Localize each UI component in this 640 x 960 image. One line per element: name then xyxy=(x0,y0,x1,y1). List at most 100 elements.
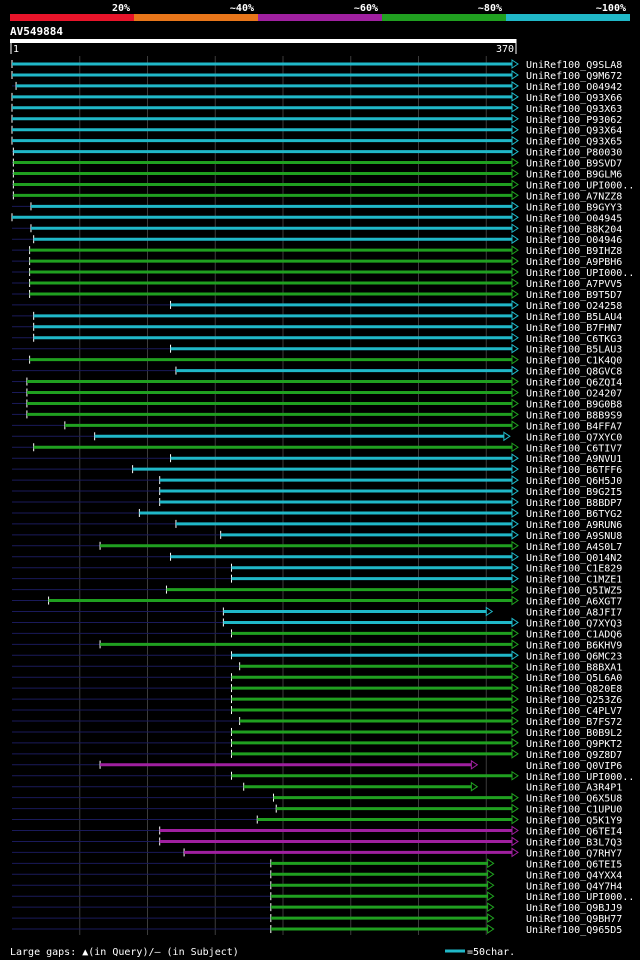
hit-label: UniRef100_C1UPU0 xyxy=(526,805,622,816)
hit-label: UniRef100_B9G0B8 xyxy=(526,399,622,410)
hit-label: UniRef100_B9GYY3 xyxy=(526,202,622,213)
hit-row: UniRef100_B6TFF6 xyxy=(12,464,622,476)
hit-label: UniRef100_Q820E8 xyxy=(526,684,622,695)
hit-label: UniRef100_Q6TEI5 xyxy=(526,859,622,870)
hit-row: UniRef100_P80030 xyxy=(12,146,622,159)
hit-row: UniRef100_B9T5D7 xyxy=(12,289,622,301)
hit-arrow xyxy=(511,639,519,650)
hit-row: UniRef100_Q8GVC8 xyxy=(12,365,622,378)
hit-row: UniRef100_B9G0B8 xyxy=(12,398,622,410)
hit-arrow xyxy=(511,420,519,431)
hit-row: UniRef100_Q7XYQ3 xyxy=(12,617,622,629)
hit-row: UniRef100_A9PBH6 xyxy=(12,256,622,268)
hit-arrow xyxy=(511,453,519,464)
hit-label: UniRef100_Q6H5J0 xyxy=(526,476,622,487)
hit-row: UniRef100_Q4Y7H4 xyxy=(12,880,622,892)
hit-label: UniRef100_A6XGT7 xyxy=(526,597,622,608)
hit-row: UniRef100_O24258 xyxy=(12,299,622,312)
hit-label: UniRef100_B8BDP7 xyxy=(526,498,622,509)
hit-arrow xyxy=(511,102,519,113)
hit-arrow xyxy=(511,814,519,825)
hit-row: UniRef100_B9IHZ8 xyxy=(12,245,622,257)
hit-arrow xyxy=(511,409,519,420)
hit-label: UniRef100_Q9BJJ9 xyxy=(526,903,622,914)
hit-arrow xyxy=(511,299,519,310)
scale-segment-3 xyxy=(258,14,382,21)
hit-label: UniRef100_A9PBH6 xyxy=(526,257,622,268)
hit-row: UniRef100_Q93X66 xyxy=(11,91,622,104)
hit-label: UniRef100_Q8GVC8 xyxy=(526,367,622,378)
hit-arrow xyxy=(511,212,519,223)
hit-arrow xyxy=(511,223,519,234)
hit-row: UniRef100_B6TYG2 xyxy=(12,508,622,520)
hit-row: UniRef100_Q253Z6 xyxy=(12,694,622,706)
hit-arrow xyxy=(511,201,519,212)
hit-arrow xyxy=(487,858,495,869)
hit-arrow xyxy=(511,398,519,409)
hit-arrow xyxy=(485,606,494,617)
hit-arrow xyxy=(511,321,519,332)
hit-label: UniRef100_Q9Z8D7 xyxy=(526,750,622,761)
hit-arrow xyxy=(487,880,495,891)
scale-segment-1 xyxy=(10,14,134,21)
hit-label: UniRef100_B9SVD7 xyxy=(526,159,622,170)
hit-row: UniRef100_A6XGT7 xyxy=(12,595,622,608)
hit-row: UniRef100_Q6H5J0 xyxy=(12,475,622,487)
hit-label: UniRef100_UPI000.. xyxy=(526,268,634,279)
hit-arrow xyxy=(511,737,519,748)
hit-arrow xyxy=(470,781,479,792)
hit-row: UniRef100_C6TKG3 xyxy=(12,332,622,345)
hit-row: UniRef100_Q7RHY7 xyxy=(12,847,622,859)
hit-label: UniRef100_B7FHN7 xyxy=(526,323,622,334)
hit-arrow xyxy=(511,705,519,715)
hit-row: UniRef100_Q014N2 xyxy=(12,551,622,564)
hit-row: UniRef100_B9GYY3 xyxy=(12,201,622,213)
hit-label: UniRef100_B4FFA7 xyxy=(526,421,622,432)
hit-row: UniRef100_B8K204 xyxy=(12,223,622,235)
hit-label: UniRef100_B8K204 xyxy=(526,224,622,235)
hit-arrow xyxy=(511,442,519,453)
hit-arrow xyxy=(511,847,519,858)
hit-label: UniRef100_P93062 xyxy=(526,115,622,126)
hit-arrow xyxy=(511,113,519,124)
hit-arrow xyxy=(511,245,519,256)
hit-row: UniRef100_Q5K1Y9 xyxy=(12,814,622,827)
hit-arrow xyxy=(511,486,519,496)
hit-label: UniRef100_A4S0L7 xyxy=(526,542,622,553)
hit-row: UniRef100_Q820E8 xyxy=(12,683,622,695)
hit-arrow xyxy=(487,902,495,913)
hit-label: UniRef100_A7PVV5 xyxy=(526,279,622,290)
hit-arrow xyxy=(511,168,519,179)
hit-label: UniRef100_C4PLV7 xyxy=(526,706,622,717)
hit-label: UniRef100_B9GLM6 xyxy=(526,170,622,181)
hit-row: UniRef100_Q9BH77 xyxy=(12,913,622,925)
hit-label: UniRef100_Q93X64 xyxy=(526,126,622,137)
hit-row: UniRef100_Q9BJJ9 xyxy=(12,902,622,914)
hit-row: UniRef100_Q6X5U8 xyxy=(12,792,622,805)
hit-label: UniRef100_Q965D5 xyxy=(526,925,622,936)
legend: Large gaps: ▲(in Query)/– (in Subject) =… xyxy=(10,947,515,958)
hit-arrow xyxy=(511,508,519,518)
hit-label: UniRef100_B3L7Q3 xyxy=(526,837,622,848)
hit-label: UniRef100_C1ADQ6 xyxy=(526,629,622,640)
hit-row: UniRef100_B4FFA7 xyxy=(12,420,622,432)
hit-arrow xyxy=(511,387,519,398)
hit-arrow xyxy=(511,716,519,726)
hit-row: UniRef100_Q5IWZ5 xyxy=(12,584,622,597)
hit-label: UniRef100_B7FS72 xyxy=(526,717,622,728)
hit-row: UniRef100_UPI000.. xyxy=(12,179,634,191)
hit-row: UniRef100_O04946 xyxy=(12,234,622,246)
hit-label: UniRef100_Q93X63 xyxy=(526,104,622,115)
hit-row: UniRef100_A4S0L7 xyxy=(12,540,622,553)
hit-row: UniRef100_C1UPU0 xyxy=(12,803,622,816)
hit-row: UniRef100_Q6MC23 xyxy=(12,650,622,662)
hit-label: UniRef100_B9T5D7 xyxy=(526,290,622,301)
hit-row: UniRef100_A9NVU1 xyxy=(12,453,622,465)
hit-label: UniRef100_Q4Y7H4 xyxy=(526,881,622,892)
hit-arrow xyxy=(511,792,519,803)
hit-row: UniRef100_Q9PKT2 xyxy=(12,737,622,750)
hit-label: UniRef100_C1K4Q0 xyxy=(526,356,622,367)
hit-arrow xyxy=(511,551,519,562)
hit-row: UniRef100_B8BXA1 xyxy=(12,661,622,673)
hit-row: UniRef100_Q4YXX4 xyxy=(12,869,622,881)
